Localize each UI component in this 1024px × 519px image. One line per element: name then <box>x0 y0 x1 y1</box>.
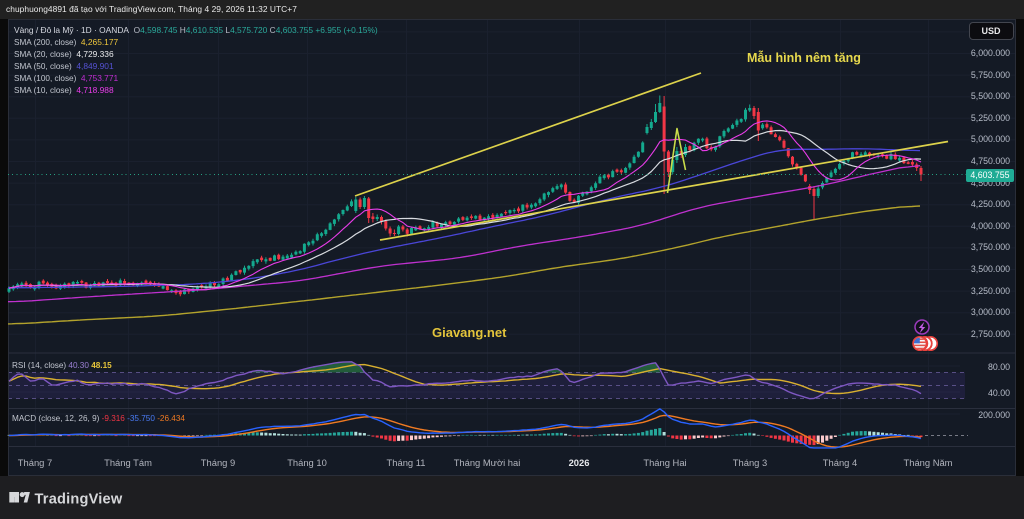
svg-text:TradingView: TradingView <box>35 492 123 508</box>
